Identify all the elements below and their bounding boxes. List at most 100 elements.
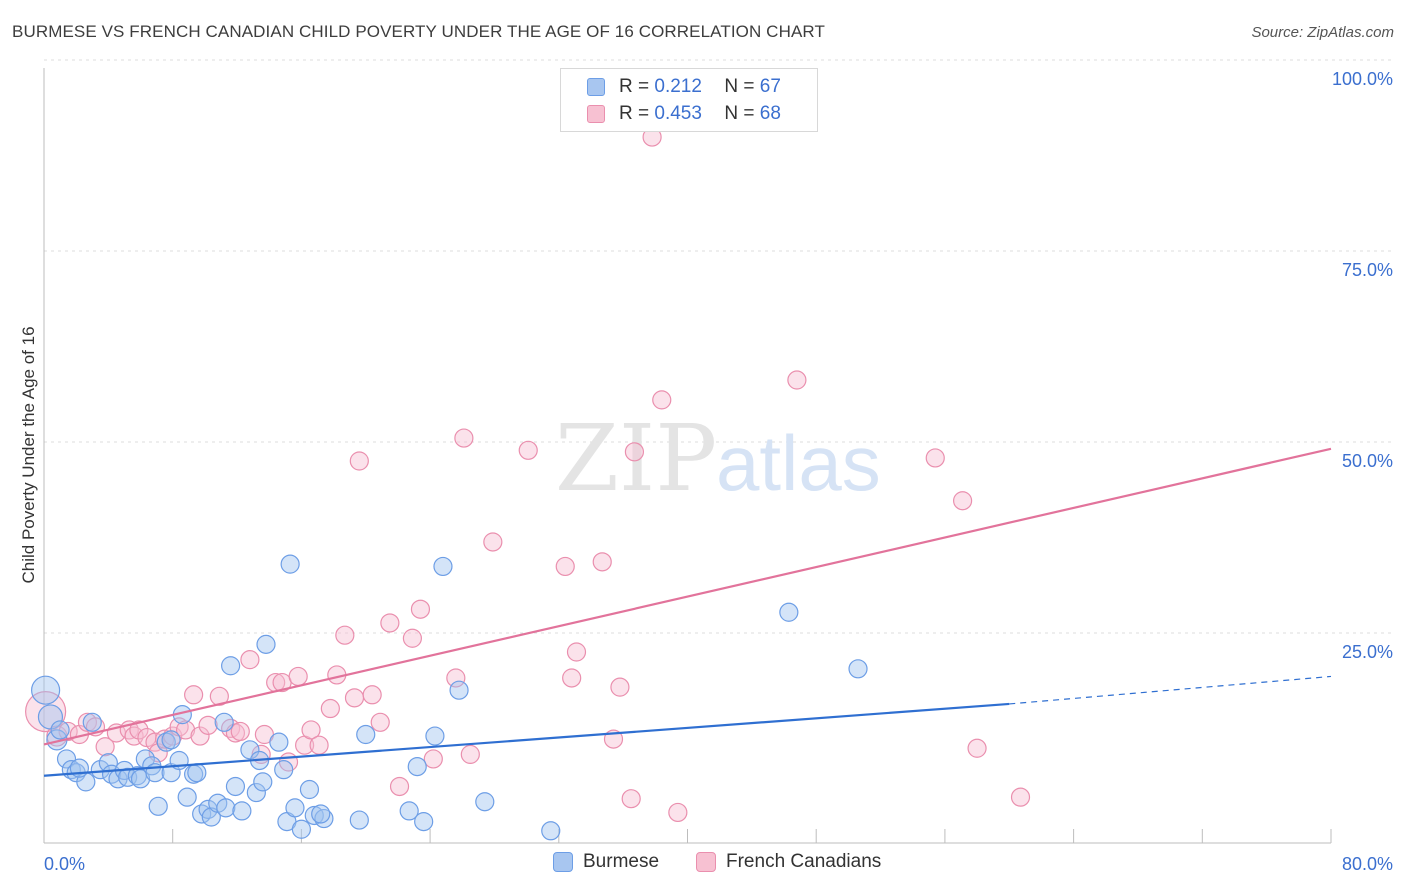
stats-legend: R = 0.212 N = 67 R = 0.453 N = 68	[560, 68, 818, 132]
french-canadians-point	[288, 666, 308, 687]
french-canadians-point	[335, 625, 355, 645]
r-label: R =	[619, 103, 650, 124]
french-canadians-point	[592, 552, 612, 572]
r-label: R =	[619, 76, 650, 97]
french-canadians-point	[380, 613, 400, 633]
burmese-point	[779, 602, 799, 622]
burmese-point	[311, 804, 331, 824]
french-canadians-point	[787, 370, 807, 390]
french-canadians-point	[610, 677, 630, 697]
burmese-point	[449, 680, 469, 700]
burmese-n-value: 67	[759, 76, 781, 97]
french-canadians-point	[454, 428, 474, 448]
burmese-point	[541, 821, 561, 841]
y-tick-label: 50.0%	[1342, 451, 1393, 471]
french-canadians-point	[301, 720, 321, 740]
french-canadians-point	[402, 628, 423, 648]
n-label: N =	[724, 103, 755, 124]
burmese-point	[414, 812, 434, 832]
burmese-point	[433, 556, 453, 577]
burmese-point	[187, 763, 207, 783]
french-canadians-point	[562, 668, 582, 688]
french-canadians-point	[230, 721, 250, 742]
burmese-point	[82, 712, 102, 732]
french-canadians-point	[483, 532, 503, 552]
french-canadians-point	[518, 440, 538, 460]
french-canadians-point	[349, 451, 369, 471]
y-axis-label: Child Poverty Under the Age of 16	[19, 326, 38, 583]
series-legend: Burmese French Canadians	[0, 851, 1406, 877]
burmese-point	[848, 659, 868, 679]
french-canadians-n-value: 68	[759, 103, 781, 124]
watermark-atlas: atlas	[716, 419, 881, 507]
burmese-point	[216, 798, 236, 818]
watermark-zip: ZIP	[555, 405, 717, 512]
french-canadians-point	[389, 776, 410, 797]
burmese-point	[148, 796, 168, 816]
french-canadians-point	[95, 737, 115, 757]
x-tick-label-max: 80.0%	[1342, 854, 1393, 874]
burmese-point	[280, 554, 300, 574]
burmese-point	[225, 776, 246, 797]
y-tick-label: 100.0%	[1332, 69, 1393, 89]
burmese-point	[425, 726, 445, 746]
french-canadians-point	[184, 685, 204, 705]
french-canadians-point	[555, 556, 575, 577]
french-canadians-point	[320, 698, 340, 719]
french-canadians-point	[624, 442, 645, 462]
french-canadians-point	[175, 720, 196, 740]
legend-row-french-canadians: R = 0.453 N = 68	[587, 102, 781, 126]
burmese-legend-label: Burmese	[583, 851, 660, 872]
french-canadians-point	[566, 642, 587, 662]
burmese-point	[256, 634, 276, 654]
burmese-trendline	[43, 702, 1010, 777]
burmese-point	[356, 724, 376, 745]
burmese-swatch	[587, 78, 605, 96]
french-canadians-point	[58, 721, 78, 742]
french-canadians-point	[370, 712, 390, 732]
n-label: N =	[724, 76, 755, 97]
burmese-point	[130, 769, 151, 789]
gridlines	[44, 59, 1394, 634]
axes	[43, 68, 1332, 844]
french-canadians-legend-swatch	[696, 852, 716, 872]
french-canadians-legend-label: French Canadians	[726, 851, 882, 872]
french-canadians-point	[410, 599, 431, 619]
french-canadians-points	[25, 127, 1031, 823]
french-canadians-point	[460, 744, 480, 764]
french-canadians-point	[967, 738, 987, 758]
y-tick-label: 25.0%	[1342, 642, 1393, 662]
source-label: Source: ZipAtlas.com	[1251, 24, 1394, 41]
burmese-point	[50, 720, 70, 740]
burmese-point	[475, 792, 495, 812]
y-tick-label: 75.0%	[1342, 260, 1393, 280]
trendlines	[43, 447, 1332, 777]
burmese-point	[285, 798, 305, 818]
burmese-point	[221, 656, 241, 676]
legend-item-burmese[interactable]: Burmese	[553, 851, 659, 873]
french-canadians-trendline	[43, 447, 1332, 746]
x-tick-label-min: 0.0%	[44, 854, 85, 874]
burmese-point	[232, 801, 252, 821]
legend-item-french-canadians[interactable]: French Canadians	[696, 851, 881, 873]
french-canadians-point	[446, 668, 466, 688]
french-canadians-point	[344, 688, 365, 708]
french-canadians-point	[362, 685, 382, 705]
french-canadians-swatch	[587, 105, 605, 123]
chart-title: BURMESE VS FRENCH CANADIAN CHILD POVERTY…	[12, 22, 825, 41]
burmese-point	[240, 740, 260, 760]
burmese-point	[161, 730, 181, 750]
burmese-point	[407, 756, 427, 777]
burmese-point	[37, 704, 64, 730]
burmese-point	[299, 779, 320, 800]
tick-labels: 100.0% 75.0% 50.0% 25.0% 0.0% 80.0%	[44, 69, 1393, 874]
burmese-point	[246, 782, 266, 803]
french-canadians-point	[423, 749, 443, 769]
french-canadians-point	[621, 789, 641, 809]
burmese-point	[177, 787, 197, 807]
burmese-point	[274, 760, 294, 780]
french-canadians-point	[129, 720, 149, 740]
french-canadians-r-value: 0.453	[654, 103, 702, 124]
french-canadians-point	[190, 726, 210, 746]
